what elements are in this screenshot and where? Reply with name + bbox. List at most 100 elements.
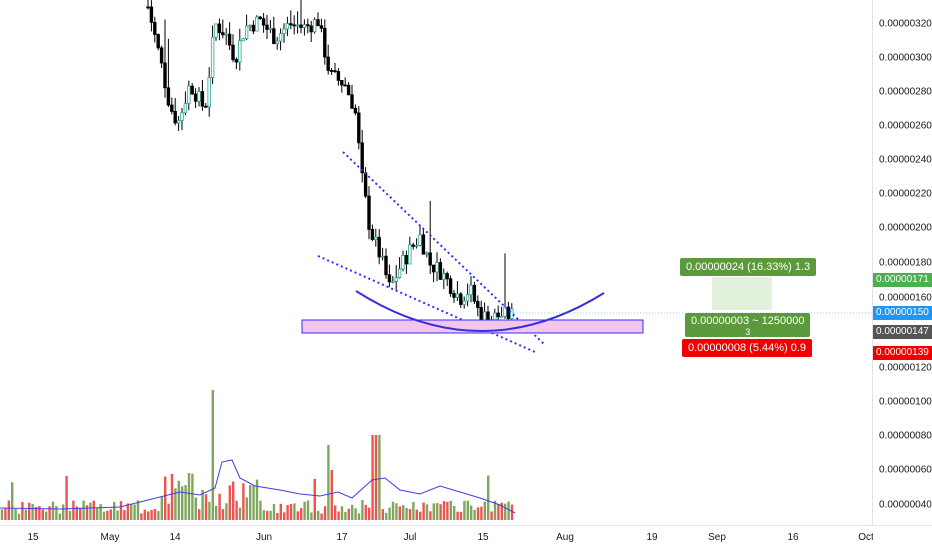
volume-bar (323, 506, 327, 520)
volume-bar (310, 512, 313, 520)
candle-body (326, 56, 330, 71)
candle-body (346, 84, 351, 96)
candle-body (431, 264, 436, 273)
candle-body (374, 236, 378, 240)
volume-bar (164, 476, 167, 520)
volume-bar (470, 505, 473, 520)
volume-bar (28, 502, 31, 520)
volume-bar (0, 509, 4, 520)
volume-bar (330, 470, 333, 520)
volume-bar (82, 500, 85, 520)
candle-body (380, 255, 385, 258)
volume-bar (415, 509, 418, 520)
volume-bar (225, 503, 228, 520)
volume-bar (38, 506, 41, 520)
candle-body (438, 262, 443, 280)
candle-body (503, 306, 507, 317)
volume-bar (126, 503, 129, 520)
candle-body (384, 255, 388, 276)
volume-bar (466, 500, 469, 520)
volume-bar (364, 504, 367, 520)
candle-body (153, 22, 157, 35)
candle-body (183, 103, 188, 114)
x-tick: 19 (646, 532, 658, 543)
volume-bar (354, 508, 357, 520)
candle-body (180, 112, 184, 121)
candle-body (265, 24, 269, 30)
volume-bar (113, 502, 116, 520)
candle-body (462, 300, 466, 305)
candle-body (428, 252, 432, 266)
candle-body (146, 6, 150, 9)
entry-price-tag: 0.00000147 (873, 325, 932, 339)
volume-bar (483, 501, 486, 520)
candle-body (343, 84, 347, 87)
volume-bar (4, 508, 7, 520)
volume-bar (157, 511, 160, 520)
volume-bar (119, 501, 123, 520)
volume-bar (150, 509, 153, 520)
volume-bar (361, 500, 364, 520)
volume-bar (96, 507, 99, 520)
volume-bar (456, 511, 459, 520)
x-tick: 14 (169, 532, 181, 543)
time-axis[interactable]: 15 May 14 Jun 17 Jul 15 Aug 19 Sep 16 Oc… (0, 525, 932, 551)
candle-body (302, 24, 307, 28)
volume-bar (51, 501, 55, 520)
candle-body (414, 245, 419, 247)
volume-bar (130, 503, 133, 520)
x-tick: 16 (787, 532, 799, 543)
volume-bar (143, 509, 146, 520)
candle-body (387, 274, 392, 283)
candle-body (309, 25, 313, 33)
candle-body (360, 142, 364, 174)
candle-body (244, 25, 249, 40)
volume-bar (228, 485, 231, 520)
candle-body (289, 23, 293, 26)
volume-bar (269, 510, 272, 520)
volume-bar (48, 506, 51, 520)
volume-bar (368, 507, 371, 520)
volume-bar (116, 510, 119, 520)
volume-bar (296, 511, 299, 520)
candle-body (377, 236, 381, 258)
volume-bar (211, 390, 214, 520)
volume-bar (439, 504, 442, 520)
candle-body (197, 91, 201, 102)
volume-bar (62, 504, 65, 520)
volume-bar (442, 501, 446, 520)
candle-body (193, 93, 198, 102)
candle-body (316, 19, 320, 27)
candle-body (319, 25, 324, 29)
candle-body (455, 293, 460, 298)
y-tick: 0.00000180 (879, 257, 932, 269)
volume-bar (55, 506, 58, 520)
candle-body (350, 94, 354, 109)
candle-body (363, 172, 368, 197)
middle-label-sub: 3 (745, 327, 751, 337)
volume-bar (306, 500, 310, 520)
candle-body (224, 33, 228, 36)
candle-body (190, 85, 194, 95)
volume-bar (89, 502, 92, 520)
volume-bar (160, 497, 163, 520)
volume-bar (459, 511, 463, 520)
candle-body (510, 308, 514, 319)
volume-bar (191, 473, 194, 520)
volume-bar (92, 500, 95, 520)
volume-bar (106, 510, 109, 520)
volume-bar (7, 500, 10, 520)
candle-body (241, 38, 245, 42)
price-axis[interactable]: 0.00000320 0.00000300 0.00000280 0.00000… (872, 0, 932, 525)
candle-body (401, 254, 405, 270)
volume-bar (99, 504, 102, 520)
candle-body (496, 312, 500, 318)
volume-bar (293, 503, 296, 520)
candle-body (469, 284, 473, 296)
volume-bar (347, 508, 350, 520)
volume-bar (337, 511, 340, 520)
y-tick: 0.00000100 (879, 396, 932, 408)
candle-body (275, 40, 279, 44)
volume-bar (371, 435, 374, 520)
